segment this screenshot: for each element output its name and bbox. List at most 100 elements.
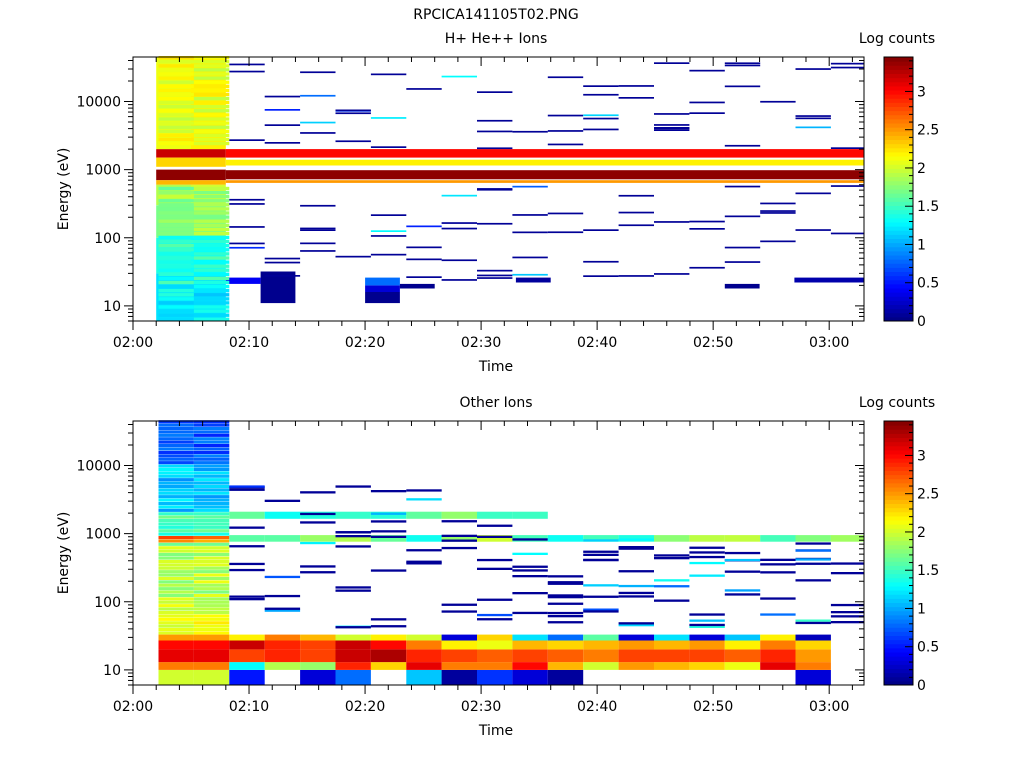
other-ions-heatmap-cell-63 — [654, 640, 690, 650]
other-ions-heatmap-cell-26 — [689, 662, 725, 670]
hplus-heplus-colorbar-step-52 — [884, 102, 913, 108]
hplus-heplus-heatmap-cell-174 — [370, 235, 407, 237]
other-ions-heatmap-cell-368 — [830, 611, 864, 614]
other-ions-heatmap-cell-49 — [158, 640, 194, 650]
other-ions-heatmap-cell-216 — [229, 595, 265, 598]
hplus-heplus-heatmap-cell-117 — [193, 190, 230, 195]
hplus-heplus-colorbar-step-21 — [884, 230, 913, 235]
other-ions-heatmap-cell-43 — [618, 649, 654, 663]
hplus-heplus-heatmap-cell-108 — [193, 227, 230, 232]
other-ions-heatmap-cell-293 — [547, 535, 584, 542]
hplus-heplus-heatmap-cell-127 — [193, 109, 230, 113]
hplus-heplus-heatmap-cell-40 — [158, 280, 194, 285]
hplus-heplus-heatmap-cell-139 — [193, 60, 230, 64]
hplus-heplus-colorbar-step-33 — [884, 180, 913, 186]
other-ions-heatmap-cell-308 — [583, 610, 619, 613]
other-ions-heatmap-cell-113 — [158, 542, 194, 546]
other-ions-heatmap-cell-328 — [654, 557, 690, 560]
other-ions-colorbar-step-21 — [884, 594, 913, 599]
other-ions-heatmap-cell-225 — [264, 535, 301, 542]
other-ions-x-tick-label-5: 02:50 — [693, 699, 733, 715]
other-ions-heatmap-cell-252 — [370, 512, 407, 515]
hplus-heplus-heatmap-cell-190 — [477, 277, 513, 279]
other-ions-heatmap-cell-159 — [193, 600, 230, 604]
hplus-heplus-heatmap-cell-123 — [193, 125, 230, 129]
hplus-heplus-heatmap-cell-156 — [300, 121, 336, 124]
other-ions-heatmap-cell-55 — [370, 640, 407, 650]
other-ions-heatmap-cell-322 — [618, 584, 654, 588]
hplus-heplus-heatmap-cell-250 — [760, 212, 796, 214]
hplus-heplus-heatmap-cell-28 — [515, 277, 551, 283]
hplus-heplus-colorbar-step-0 — [884, 316, 913, 322]
hplus-heplus-heatmap-cell-215 — [583, 275, 619, 277]
hplus-heplus-heatmap-cell-96 — [193, 276, 230, 281]
other-ions-heatmap-cell-184 — [193, 515, 230, 519]
hplus-heplus-heatmap-cell-44 — [158, 264, 194, 268]
hplus-heplus-heatmap-cell-172 — [370, 73, 407, 76]
hplus-heplus-y-tick-label-3: 10000 — [76, 95, 121, 111]
other-ions-heatmap-cell-58 — [477, 640, 513, 650]
hplus-heplus-heatmap-cell-198 — [512, 185, 548, 188]
other-ions-heatmap-cell-296 — [547, 582, 584, 585]
other-ions-heatmap-cell-201 — [193, 457, 230, 461]
other-ions-colorbar-step-23 — [884, 586, 913, 591]
other-ions-heatmap-cell-217 — [229, 526, 265, 529]
other-ions-heatmap-cell-189 — [193, 498, 230, 502]
other-ions-heatmap-cell-326 — [654, 579, 690, 582]
hplus-heplus-heatmap-cell-194 — [477, 222, 513, 225]
hplus-heplus-heatmap-cell-241 — [724, 144, 761, 147]
hplus-heplus-heatmap-cell-85 — [158, 56, 194, 60]
other-ions-heatmap-cell-53 — [300, 640, 336, 650]
hplus-heplus-heatmap-cell-153 — [264, 109, 301, 111]
other-ions-heatmap-cell-235 — [300, 521, 336, 524]
hplus-heplus-heatmap-cell-261 — [830, 66, 864, 69]
other-ions-heatmap-cell-315 — [618, 591, 654, 595]
hplus-heplus-heatmap-cell-80 — [158, 76, 194, 80]
other-ions-heatmap-cell-160 — [193, 597, 230, 601]
hplus-heplus-heatmap-cell-238 — [724, 185, 761, 188]
other-ions-heatmap-cell-248 — [335, 626, 371, 629]
hplus-heplus-heatmap-cell-171 — [370, 253, 407, 256]
hplus-heplus-heatmap-cell-73 — [158, 105, 194, 109]
hplus-heplus-heatmap-cell-152 — [264, 261, 301, 264]
other-ions-heatmap-cell-179 — [193, 532, 230, 536]
hplus-heplus-heatmap-cell-52 — [158, 231, 194, 236]
other-ions-heatmap-cell-180 — [193, 529, 230, 533]
other-ions-heatmap-cell-0 — [158, 669, 194, 685]
hplus-heplus-colorbar-step-51 — [884, 106, 913, 112]
hplus-heplus-heatmap-cell-165 — [335, 112, 371, 115]
other-ions-heatmap-cell-81 — [618, 634, 654, 641]
hplus-heplus-heatmap-cell-216 — [583, 128, 619, 131]
other-ions-colorbar-tick-label-4: 2 — [917, 525, 926, 541]
other-ions-heatmap-cell-264 — [406, 560, 442, 563]
other-ions-heatmap-cell-9 — [547, 669, 584, 685]
other-ions-heatmap-cell-148 — [158, 423, 194, 427]
hplus-heplus-heatmap-cell-164 — [300, 250, 336, 252]
hplus-heplus-heatmap-cell-236 — [689, 228, 725, 230]
other-ions-heatmap-cell-197 — [193, 471, 230, 475]
other-ions-heatmap-cell-123 — [158, 508, 194, 512]
other-ions-heatmap-cell-139 — [158, 454, 194, 458]
hplus-heplus-heatmap-cell-202 — [512, 256, 548, 259]
hplus-heplus-heatmap-cell-253 — [795, 68, 831, 70]
hplus-heplus-heatmap-cell-212 — [583, 93, 619, 96]
hplus-heplus-heatmap-cell-229 — [654, 221, 690, 223]
other-ions-heatmap-cell-56 — [406, 640, 442, 650]
other-ions-heatmap-cell-246 — [335, 531, 371, 534]
other-ions-colorbar-step-57 — [884, 445, 913, 451]
other-ions-heatmap-cell-87 — [158, 631, 194, 635]
other-ions-heatmap-cell-97 — [158, 597, 194, 601]
hplus-heplus-heatmap-cell-53 — [158, 227, 194, 232]
hplus-heplus-heatmap-cell-256 — [795, 229, 831, 231]
other-ions-heatmap-cell-352 — [795, 535, 831, 542]
hplus-heplus-heatmap-cell-148 — [229, 242, 265, 245]
hplus-heplus-heatmap-cell-157 — [300, 94, 336, 97]
other-ions-heatmap-cell-355 — [795, 579, 831, 582]
other-ions-heatmap-cell-171 — [193, 559, 230, 563]
other-ions-heatmap-cell-335 — [689, 561, 725, 565]
other-ions-heatmap-cell-7 — [477, 669, 513, 685]
hplus-heplus-heatmap-cell-2 — [156, 169, 191, 181]
other-ions-heatmap-cell-169 — [193, 566, 230, 570]
other-ions-heatmap-cell-72 — [300, 634, 336, 641]
other-ions-heatmap-cell-33 — [264, 649, 301, 663]
